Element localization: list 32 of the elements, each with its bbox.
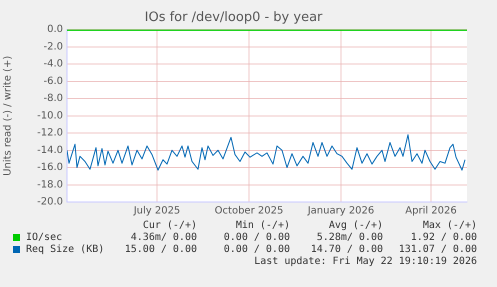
y-tick-label: -12.0 [37, 128, 63, 139]
y-tick-label: -2.0 [43, 41, 63, 52]
y-tick-label: -10.0 [37, 110, 63, 122]
text: Max (-/+) [422, 220, 477, 231]
text: 1.92 / 0.00 [410, 232, 477, 243]
text: 4.36m/ 0.00 [130, 232, 197, 243]
y-axis-title: Units read (-) / write (+) [2, 56, 14, 176]
text: 5.28m/ 0.00 [316, 232, 383, 243]
y-tick-label: -20.0 [37, 196, 63, 208]
y-tick-label: -14.0 [37, 144, 63, 156]
x-tick-label: July 2025 [132, 206, 180, 217]
text: 14.70 / 0.00 [310, 244, 383, 255]
y-tick-label: 0.0 [47, 24, 63, 36]
y-tick-label: -18.0 [37, 179, 63, 190]
x-tick-label: January 2026 [306, 206, 374, 217]
legend-label: IO/sec [26, 232, 62, 243]
x-tick-label: October 2025 [214, 206, 284, 217]
y-tick-label: -6.0 [43, 76, 63, 87]
text: Last update: Fri May 22 19:10:19 2026 [254, 256, 477, 267]
y-tick-label: -4.0 [43, 58, 63, 70]
x-tick-label: April 2026 [405, 206, 457, 217]
y-tick-label: -16.0 [37, 162, 63, 174]
legend-label: Req Size (KB) [26, 244, 104, 255]
text: 15.00 / 0.00 [124, 244, 197, 255]
text: 0.00 / 0.00 [224, 232, 290, 243]
y-tick-label: -8.0 [43, 93, 63, 104]
text: Min (-/+) [236, 220, 290, 231]
text: Avg (-/+) [328, 220, 383, 231]
text: Cur (-/+) [142, 220, 197, 231]
text: 0.00 / 0.00 [224, 244, 290, 255]
text: 131.07 / 0.00 [398, 244, 477, 255]
chart-title: IOs for /dev/loop0 - by year [144, 10, 324, 26]
